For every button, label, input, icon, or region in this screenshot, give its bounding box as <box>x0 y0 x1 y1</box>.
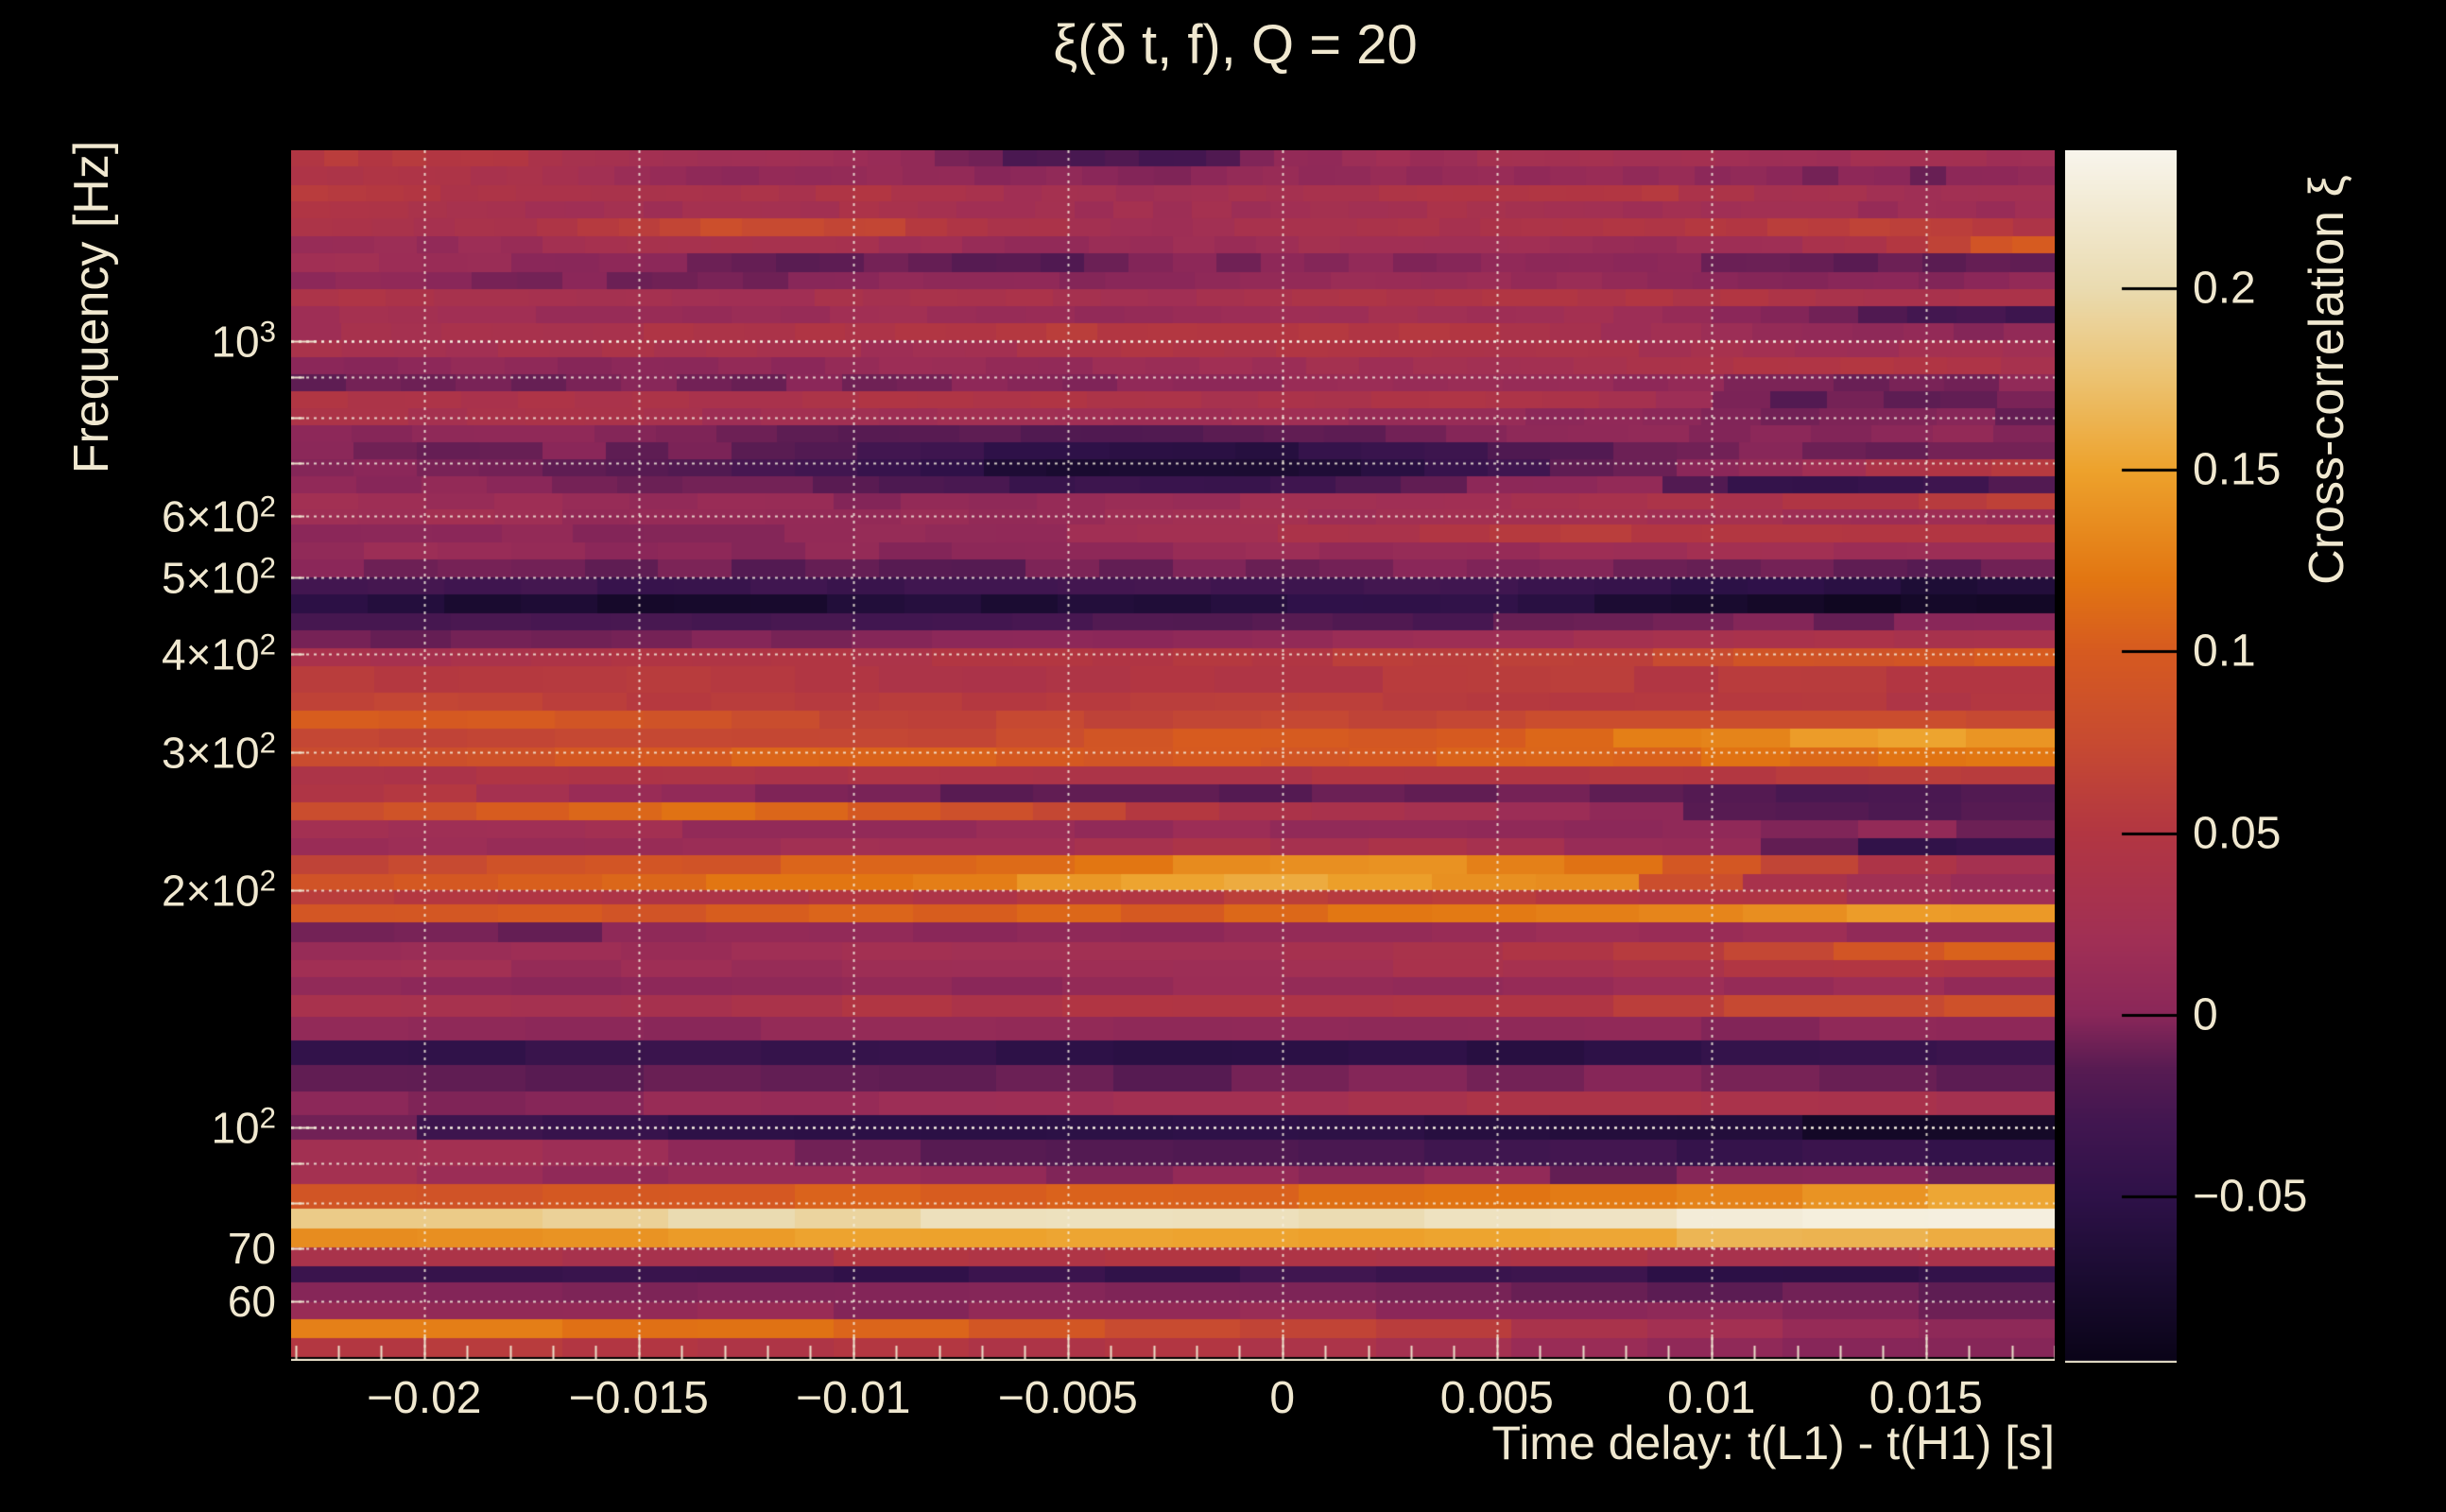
heatmap-plot-area <box>291 150 2055 1361</box>
x-tick-label: 0 <box>1269 1373 1296 1423</box>
colorbar-tick-label: 0.2 <box>2193 263 2256 314</box>
colorbar-title: Cross-correlation ξ <box>2300 175 2354 585</box>
y-tick-label: 6×102 <box>161 489 276 541</box>
x-tick-label: 0.015 <box>1869 1373 1983 1423</box>
colorbar-tick-label: 0.05 <box>2193 808 2282 859</box>
colorbar <box>2065 150 2177 1363</box>
y-tick-label: 5×102 <box>161 551 276 604</box>
plot-title: ξ(δ t, f), Q = 20 <box>1053 14 1418 76</box>
y-tick-label: 102 <box>211 1100 276 1153</box>
y-tick-label: 4×102 <box>161 627 276 679</box>
y-axis-title: Frequency [Hz] <box>64 140 119 474</box>
x-tick-label: −0.015 <box>568 1373 709 1423</box>
x-tick-label: 0.01 <box>1667 1373 1756 1423</box>
y-tick-label: 3×102 <box>161 726 276 778</box>
y-tick-label: 70 <box>227 1224 276 1274</box>
x-tick-label: −0.01 <box>796 1373 911 1423</box>
x-tick-label: −0.02 <box>367 1373 482 1423</box>
y-tick-label: 2×102 <box>161 864 276 916</box>
x-tick-label: −0.005 <box>997 1373 1138 1423</box>
x-axis-title: Time delay: t(L1) - t(H1) [s] <box>1491 1417 2055 1469</box>
colorbar-tick-label: 0 <box>2193 989 2218 1040</box>
colorbar-tick-label: 0.15 <box>2193 444 2282 495</box>
colorbar-tick-label: −0.05 <box>2193 1171 2308 1222</box>
x-tick-label: 0.005 <box>1439 1373 1554 1423</box>
colorbar-tick-label: 0.1 <box>2193 626 2256 677</box>
y-tick-label: 60 <box>227 1277 276 1327</box>
y-tick-label: 103 <box>211 315 276 367</box>
